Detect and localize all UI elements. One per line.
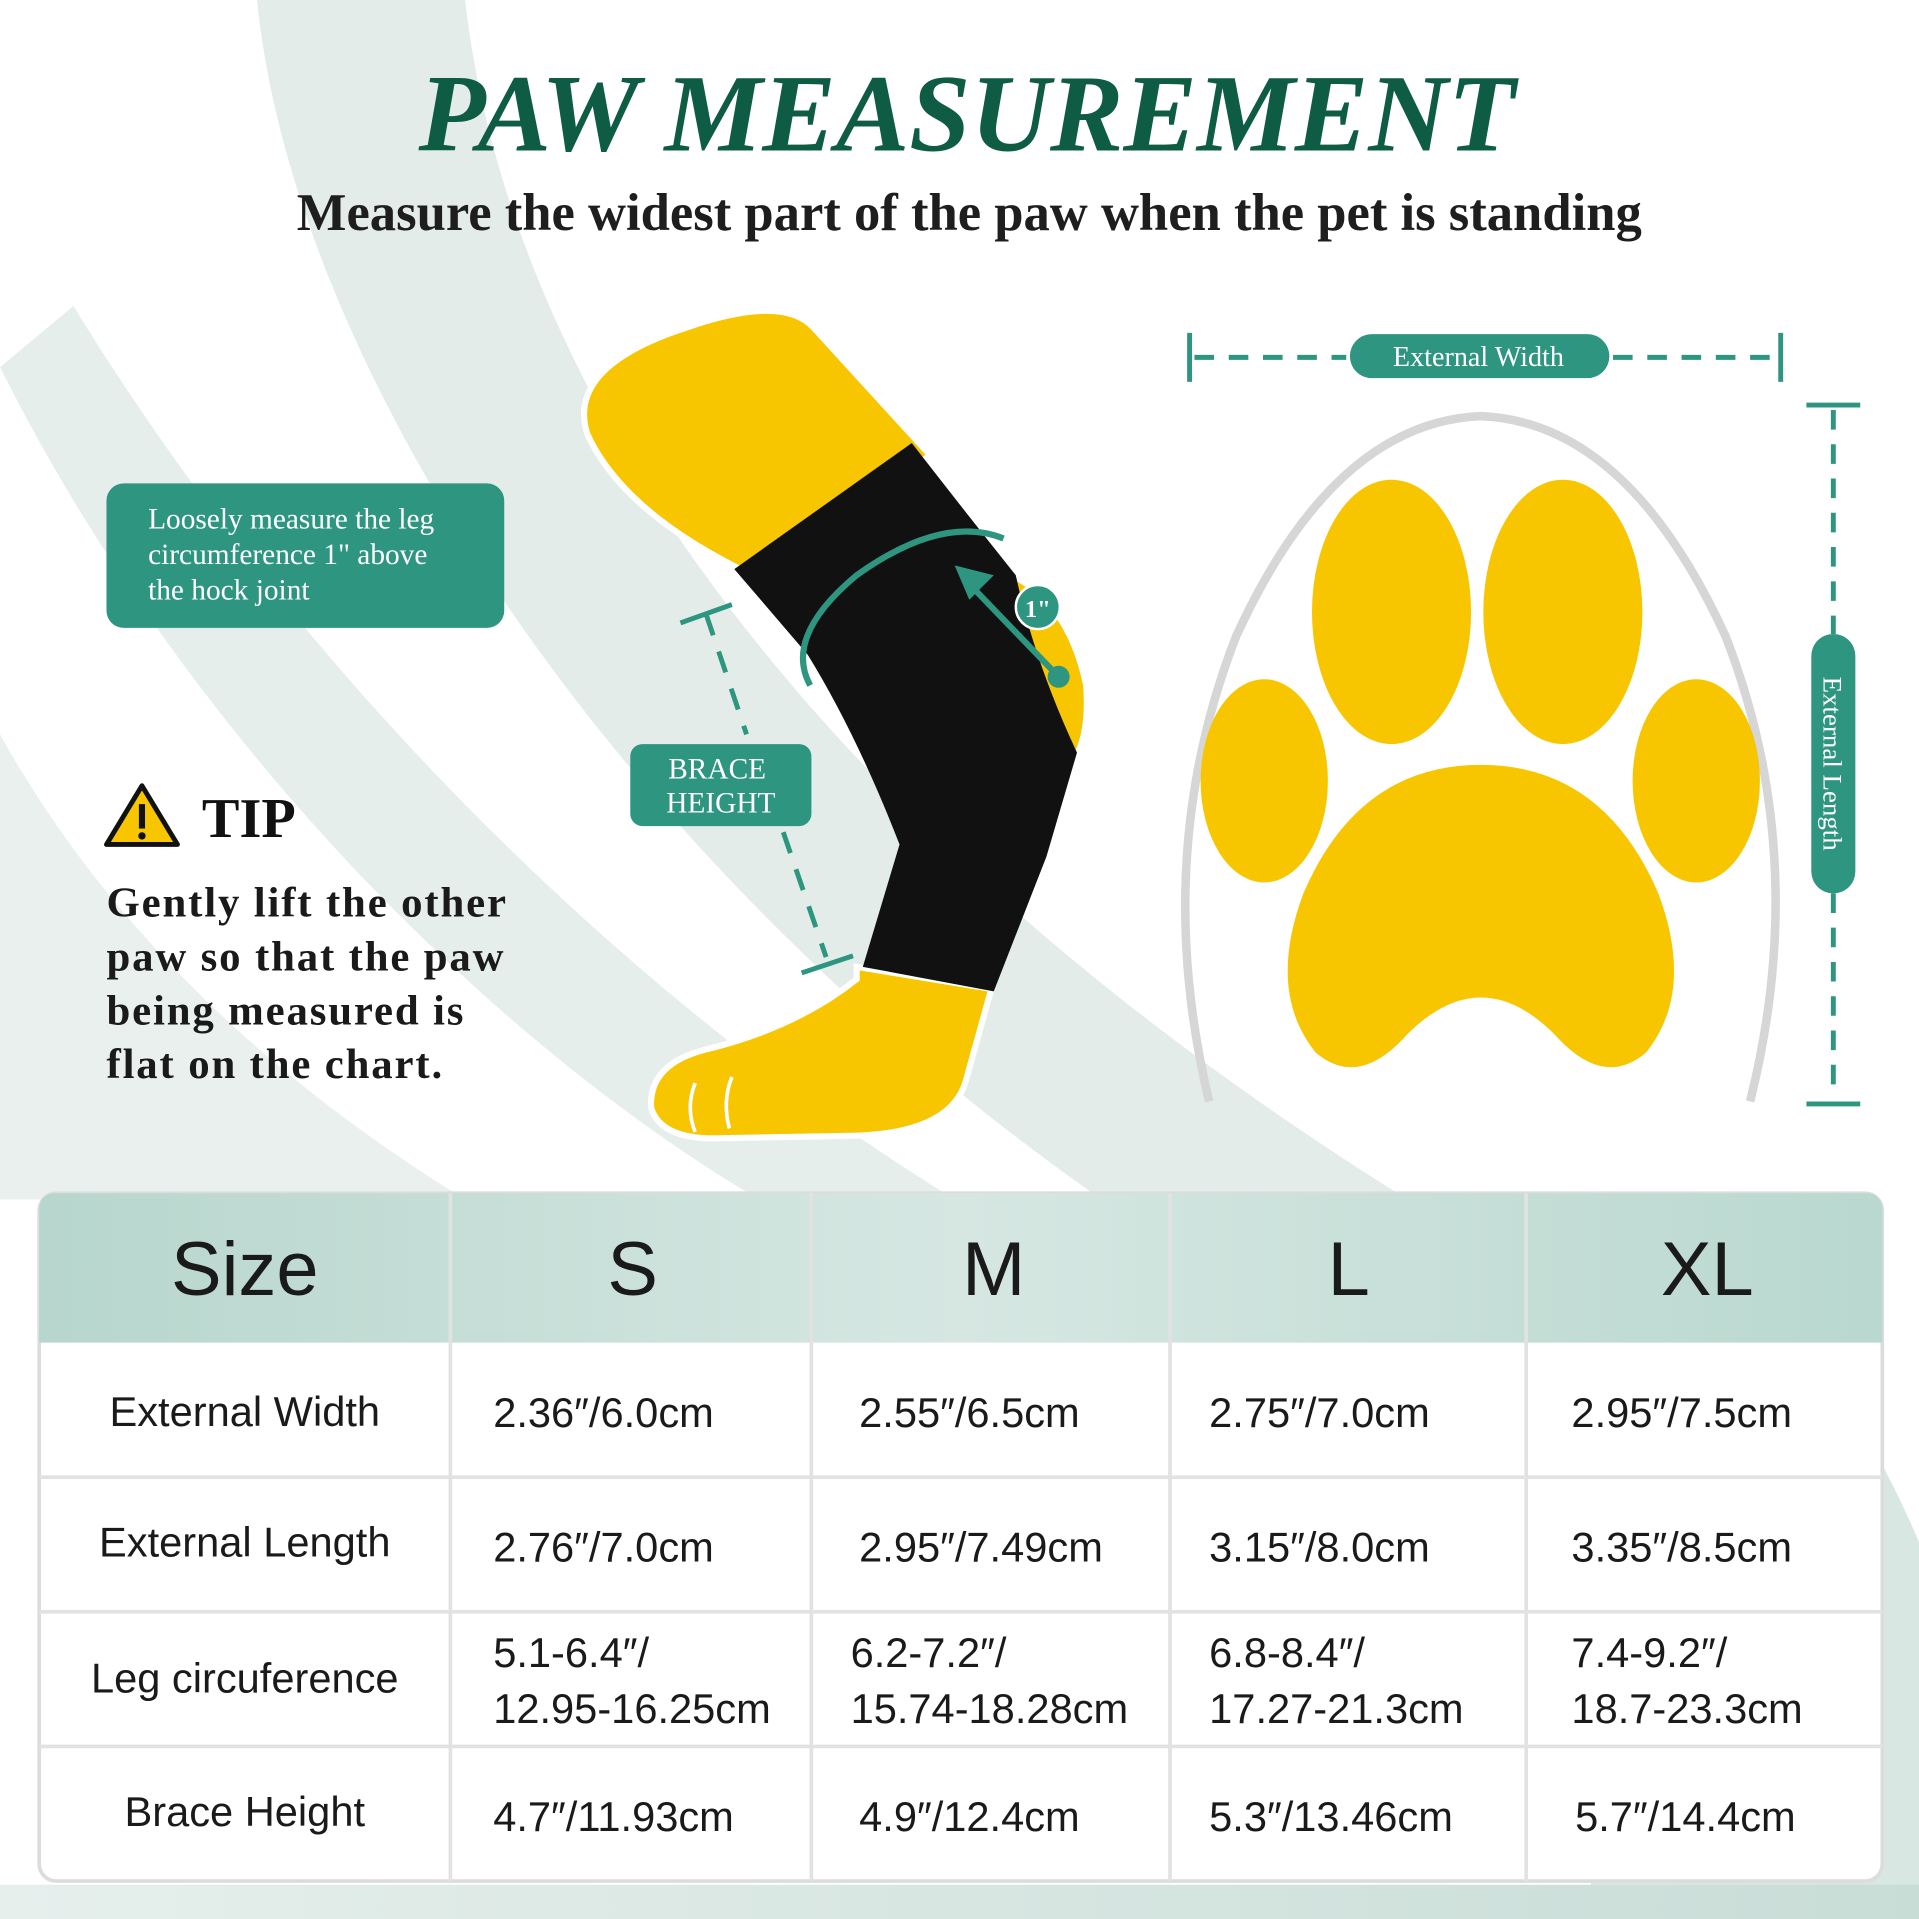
cell: 2.55″/6.5cm bbox=[859, 1389, 1080, 1436]
main-pad bbox=[1287, 764, 1675, 1068]
offset-label: 1" bbox=[1025, 596, 1051, 623]
cell: 3.15″/8.0cm bbox=[1209, 1524, 1430, 1571]
external-length-label: External Length bbox=[1818, 677, 1848, 852]
table-row: External Length 2.76″/7.0cm 2.95″/7.49cm… bbox=[99, 1519, 1792, 1571]
paw-illustration bbox=[1180, 411, 1780, 1103]
cell: 18.7-23.3cm bbox=[1571, 1685, 1802, 1732]
cell: 7.4-9.2″/ bbox=[1571, 1629, 1727, 1676]
cell: 3.35″/8.5cm bbox=[1571, 1524, 1792, 1571]
cell: 2.95″/7.5cm bbox=[1571, 1389, 1792, 1436]
toe-pad bbox=[1483, 479, 1643, 745]
toe-pad bbox=[1311, 479, 1472, 745]
cell: 4.9″/12.4cm bbox=[859, 1793, 1080, 1840]
page-subtitle: Measure the widest part of the paw when … bbox=[297, 184, 1642, 242]
header-size: Size bbox=[171, 1227, 319, 1312]
warning-icon bbox=[104, 783, 180, 847]
cell: 6.8-8.4″/ bbox=[1209, 1629, 1365, 1676]
row-label: External Width bbox=[109, 1388, 380, 1435]
cell: 5.3″/13.46cm bbox=[1209, 1793, 1453, 1840]
toe-pad bbox=[1632, 679, 1760, 883]
cell: 2.75″/7.0cm bbox=[1209, 1389, 1430, 1436]
row-label: Brace Height bbox=[124, 1788, 365, 1835]
external-length-dimension: External Length bbox=[1806, 402, 1861, 1107]
cell: 2.76″/7.0cm bbox=[493, 1524, 714, 1571]
header-m: M bbox=[962, 1227, 1025, 1312]
toe-pad bbox=[1200, 679, 1328, 883]
cell: 2.95″/7.49cm bbox=[859, 1524, 1103, 1571]
brace-height-label bbox=[630, 744, 812, 827]
row-label: Leg circuference bbox=[91, 1655, 399, 1702]
cell: 2.36″/6.0cm bbox=[493, 1389, 714, 1436]
size-chart-table: Size S M L XL External Width 2.36″/6.0cm… bbox=[37, 1191, 1885, 1883]
cell: 5.1-6.4″/ bbox=[493, 1629, 649, 1676]
cell: 5.7″/14.4cm bbox=[1575, 1793, 1796, 1840]
cell: 6.2-7.2″/ bbox=[851, 1629, 1007, 1676]
cell: 17.27-21.3cm bbox=[1209, 1685, 1463, 1732]
header-xl: XL bbox=[1661, 1227, 1754, 1312]
table-row: External Width 2.36″/6.0cm 2.55″/6.5cm 2… bbox=[109, 1388, 1792, 1436]
leg-circumference-callout: Loosely measure the leg circumference 1"… bbox=[106, 483, 505, 628]
cell: 12.95-16.25cm bbox=[493, 1685, 771, 1732]
page-title: PAW MEASUREMENT bbox=[418, 53, 1519, 175]
circumference-ring bbox=[799, 528, 1005, 687]
cell: 4.7″/11.93cm bbox=[493, 1793, 734, 1840]
header-s: S bbox=[607, 1227, 658, 1312]
leg-brace-illustration: 1" BRACE HEIGHT bbox=[580, 307, 1084, 1142]
table-row: Brace Height 4.7″/11.93cm 4.9″/12.4cm 5.… bbox=[124, 1788, 1795, 1840]
tip-text: Gently lift the other paw so that the pa… bbox=[106, 880, 520, 1089]
external-width-label: External Width bbox=[1393, 342, 1564, 373]
brace bbox=[734, 443, 1077, 992]
tip-title: TIP bbox=[202, 788, 296, 850]
external-width-dimension: External Width bbox=[1187, 332, 1784, 382]
row-label: External Length bbox=[99, 1519, 390, 1566]
callout-text: Loosely measure the leg circumference 1"… bbox=[148, 504, 442, 607]
tip-section: TIP Gently lift the other paw so that th… bbox=[104, 783, 520, 1089]
cell: 15.74-18.28cm bbox=[851, 1685, 1129, 1732]
table-header bbox=[39, 1193, 1883, 1343]
table-row: Leg circuference 5.1-6.4″/ 12.95-16.25cm… bbox=[91, 1629, 1803, 1732]
arrow-icon bbox=[954, 565, 994, 600]
header-l: L bbox=[1328, 1227, 1370, 1312]
brace-height-text: BRACE HEIGHT bbox=[666, 753, 775, 819]
